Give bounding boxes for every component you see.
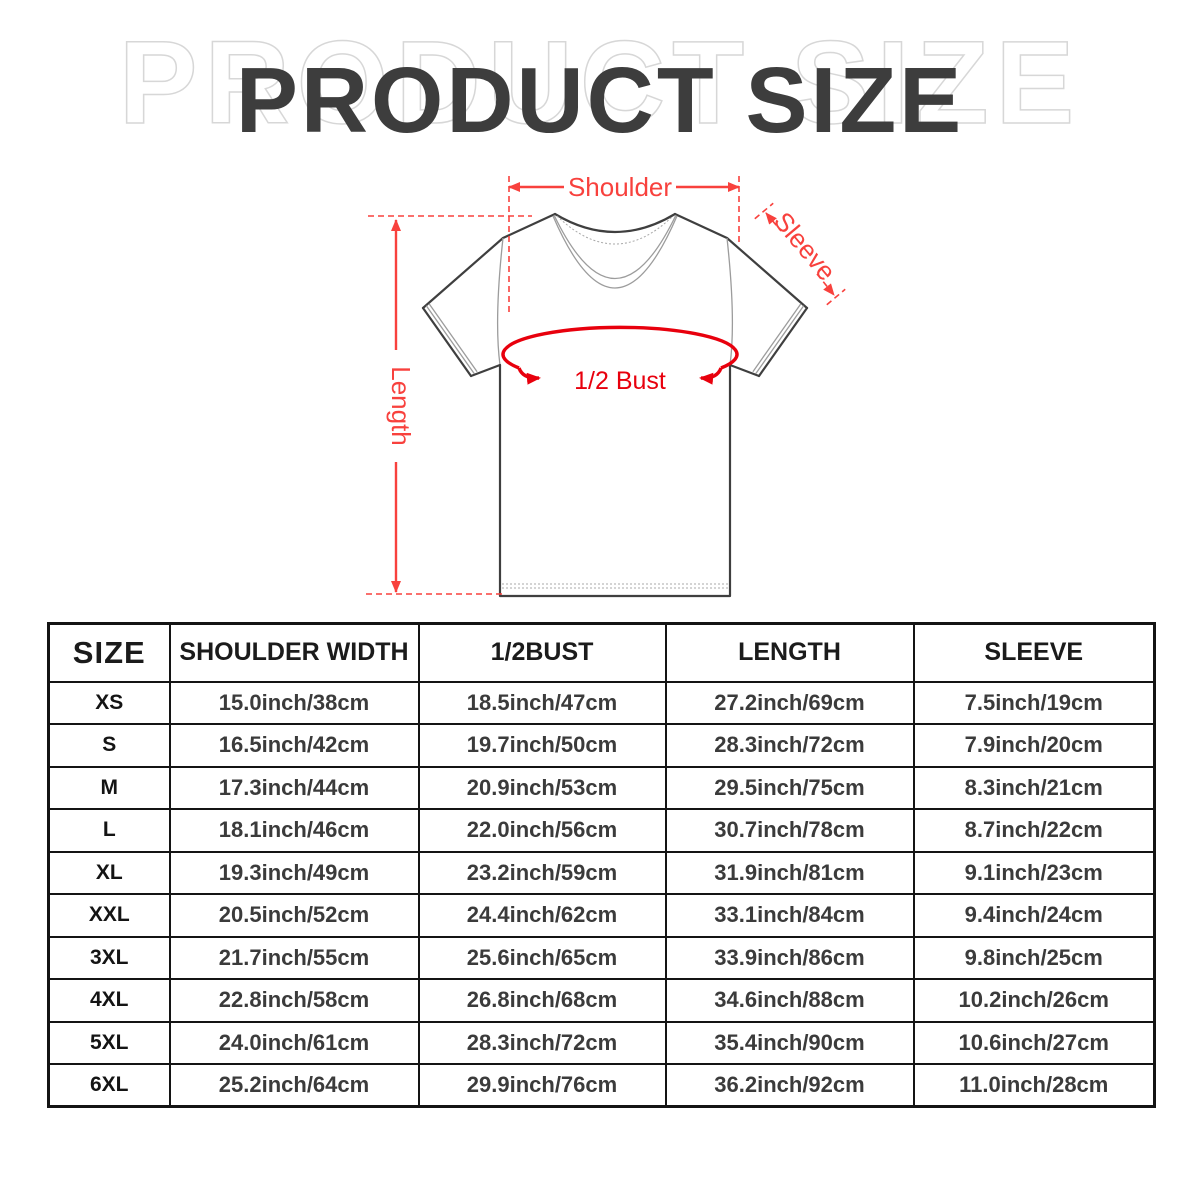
half-bust-cell: 28.3inch/72cm [417, 1020, 667, 1065]
size-cell: XL [47, 850, 171, 895]
length-cell: 33.1inch/84cm [664, 893, 915, 938]
sleeve-measure: Sleeve [754, 202, 846, 306]
half-bust-cell: 26.8inch/68cm [417, 978, 667, 1023]
table-row-m: M 17.3inch/44cm 20.9inch/53cm 29.5inch/7… [47, 765, 1156, 810]
table-row-xs: XS 15.0inch/38cm 18.5inch/47cm 27.2inch/… [47, 680, 1156, 725]
half-bust-cell: 22.0inch/56cm [417, 808, 667, 853]
length-cell: 35.4inch/90cm [664, 1020, 915, 1065]
bust-label: 1/2 Bust [574, 367, 666, 395]
table-row-xl: XL 19.3inch/49cm 23.2inch/59cm 31.9inch/… [47, 850, 1156, 895]
table-row-6xl: 6XL 25.2inch/64cm 29.9inch/76cm 36.2inch… [47, 1063, 1156, 1108]
shoulder-width-cell: 17.3inch/44cm [168, 765, 420, 810]
sleeve-cell: 9.4inch/24cm [912, 893, 1156, 938]
length-cell: 30.7inch/78cm [664, 808, 915, 853]
half-bust-cell: 25.6inch/65cm [417, 935, 667, 980]
length-cell: 27.2inch/69cm [664, 680, 915, 725]
sleeve-cell: 10.6inch/27cm [912, 1020, 1156, 1065]
col-header-shoulder-width: SHOULDER WIDTH [168, 622, 420, 683]
length-cell: 31.9inch/81cm [664, 850, 915, 895]
sleeve-cell: 7.5inch/19cm [912, 680, 1156, 725]
half-bust-cell: 24.4inch/62cm [417, 893, 667, 938]
half-bust-cell: 29.9inch/76cm [417, 1063, 667, 1108]
sleeve-cell: 10.2inch/26cm [912, 978, 1156, 1023]
size-cell: 6XL [47, 1063, 171, 1108]
col-header-size: SIZE [47, 622, 171, 683]
table-row-3xl: 3XL 21.7inch/55cm 25.6inch/65cm 33.9inch… [47, 935, 1156, 980]
col-header-sleeve: SLEEVE [912, 622, 1156, 683]
size-cell: XS [47, 680, 171, 725]
shoulder-width-cell: 19.3inch/49cm [168, 850, 420, 895]
shoulder-label: Shoulder [568, 172, 672, 202]
shoulder-width-cell: 15.0inch/38cm [168, 680, 420, 725]
size-table-header: SIZE SHOULDER WIDTH 1/2BUST LENGTH SLEEV… [47, 622, 1156, 683]
shoulder-width-cell: 22.8inch/58cm [168, 978, 420, 1023]
table-row-s: S 16.5inch/42cm 19.7inch/50cm 28.3inch/7… [47, 723, 1156, 768]
size-cell: 3XL [47, 935, 171, 980]
page-title: PRODUCT SIZE [235, 48, 965, 152]
col-header-length: LENGTH [664, 622, 915, 683]
size-cell: M [47, 765, 171, 810]
sleeve-cell: 9.1inch/23cm [912, 850, 1156, 895]
length-measure: Length [366, 215, 532, 595]
sleeve-cell: 8.3inch/21cm [912, 765, 1156, 810]
size-table-body: XS 15.0inch/38cm 18.5inch/47cm 27.2inch/… [47, 680, 1156, 1108]
length-cell: 29.5inch/75cm [664, 765, 915, 810]
size-cell: XXL [47, 893, 171, 938]
table-row-l: L 18.1inch/46cm 22.0inch/56cm 30.7inch/7… [47, 808, 1156, 853]
length-cell: 28.3inch/72cm [664, 723, 915, 768]
half-bust-cell: 20.9inch/53cm [417, 765, 667, 810]
table-row-xxl: XXL 20.5inch/52cm 24.4inch/62cm 33.1inch… [47, 893, 1156, 938]
sleeve-cell: 8.7inch/22cm [912, 808, 1156, 853]
table-row-4xl: 4XL 22.8inch/58cm 26.8inch/68cm 34.6inch… [47, 978, 1156, 1023]
size-cell: L [47, 808, 171, 853]
length-cell: 34.6inch/88cm [664, 978, 915, 1023]
half-bust-cell: 23.2inch/59cm [417, 850, 667, 895]
size-cell: 5XL [47, 1020, 171, 1065]
sleeve-cell: 9.8inch/25cm [912, 935, 1156, 980]
bust-measure: 1/2 Bust [501, 325, 739, 395]
half-bust-cell: 19.7inch/50cm [417, 723, 667, 768]
length-label: Length [386, 366, 416, 446]
size-cell: S [47, 723, 171, 768]
shoulder-width-cell: 20.5inch/52cm [168, 893, 420, 938]
table-row-5xl: 5XL 24.0inch/61cm 28.3inch/72cm 35.4inch… [47, 1020, 1156, 1065]
shoulder-width-cell: 16.5inch/42cm [168, 723, 420, 768]
sleeve-cell: 7.9inch/20cm [912, 723, 1156, 768]
shoulder-width-cell: 25.2inch/64cm [168, 1063, 420, 1108]
title-background-text: PRODUCT SIZE [118, 17, 1082, 149]
shoulder-width-cell: 24.0inch/61cm [168, 1020, 420, 1065]
tshirt-diagram: Shoulder Length Sleeve 1/2 Bust [366, 172, 846, 598]
tshirt-outline [421, 212, 809, 598]
length-cell: 33.9inch/86cm [664, 935, 915, 980]
shoulder-width-cell: 21.7inch/55cm [168, 935, 420, 980]
header-row: SIZE SHOULDER WIDTH 1/2BUST LENGTH SLEEV… [47, 622, 1156, 683]
shoulder-width-cell: 18.1inch/46cm [168, 808, 420, 853]
col-header-half-bust: 1/2BUST [417, 622, 667, 683]
sleeve-cell: 11.0inch/28cm [912, 1063, 1156, 1108]
shoulder-measure: Shoulder [508, 172, 740, 312]
length-cell: 36.2inch/92cm [664, 1063, 915, 1108]
half-bust-cell: 18.5inch/47cm [417, 680, 667, 725]
sleeve-label: Sleeve [768, 206, 842, 286]
size-table: SIZE SHOULDER WIDTH 1/2BUST LENGTH SLEEV… [47, 622, 1156, 1108]
size-cell: 4XL [47, 978, 171, 1023]
